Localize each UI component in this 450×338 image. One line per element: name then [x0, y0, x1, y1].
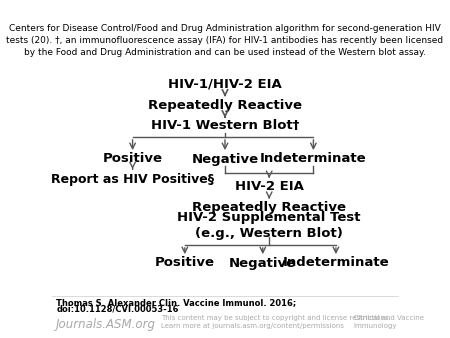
Text: Repeatedly Reactive: Repeatedly Reactive: [148, 98, 302, 112]
Text: doi:10.1128/CVI.00053-16: doi:10.1128/CVI.00053-16: [56, 304, 179, 313]
Text: Clinical and Vaccine
Immunology: Clinical and Vaccine Immunology: [354, 315, 423, 329]
Text: Positive: Positive: [103, 152, 162, 166]
Text: Positive: Positive: [155, 257, 215, 269]
Text: Centers for Disease Control/Food and Drug Administration algorithm for second-ge: Centers for Disease Control/Food and Dru…: [6, 24, 444, 56]
Text: Report as HIV Positive§: Report as HIV Positive§: [51, 173, 214, 187]
Text: Indeterminate: Indeterminate: [283, 257, 389, 269]
Text: HIV-1/HIV-2 EIA: HIV-1/HIV-2 EIA: [168, 77, 282, 91]
Text: HIV-1 Western Blot†: HIV-1 Western Blot†: [151, 119, 299, 131]
Text: HIV-2 EIA: HIV-2 EIA: [235, 180, 304, 193]
Text: Journals.ASM.org: Journals.ASM.org: [56, 318, 156, 331]
Text: HIV-2 Supplemental Test
(e.g., Western Blot): HIV-2 Supplemental Test (e.g., Western B…: [177, 212, 361, 241]
Text: Negative: Negative: [229, 257, 297, 269]
Text: Indeterminate: Indeterminate: [260, 152, 367, 166]
Text: Negative: Negative: [191, 152, 259, 166]
Text: Repeatedly Reactive: Repeatedly Reactive: [192, 200, 346, 214]
Text: This content may be subject to copyright and license restrictions.
Learn more at: This content may be subject to copyright…: [161, 315, 391, 329]
Text: Thomas S. Alexander Clin. Vaccine Immunol. 2016;: Thomas S. Alexander Clin. Vaccine Immuno…: [56, 298, 297, 307]
